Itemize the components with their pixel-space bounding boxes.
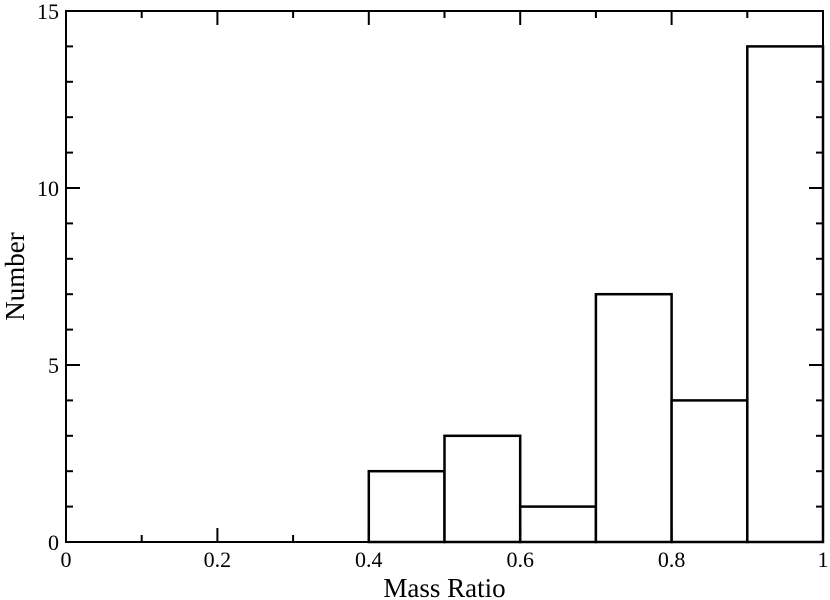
x-tick-label: 0.2 (204, 547, 232, 572)
x-tick-label: 0.4 (355, 547, 383, 572)
histogram-bar-6 (746, 45, 825, 544)
y-axis-title: Number (0, 232, 30, 320)
x-tick-label: 0.8 (658, 547, 686, 572)
histogram-bar-1 (367, 469, 446, 544)
x-tick-label: 1 (818, 547, 829, 572)
y-tick-label: 0 (48, 530, 59, 555)
histogram-bar-3 (518, 505, 598, 544)
histogram-bar-2 (443, 434, 522, 544)
y-tick-label: 15 (37, 0, 59, 24)
y-tick-label: 5 (48, 353, 59, 378)
x-axis-title: Mass Ratio (383, 573, 505, 600)
x-tick-label: 0.6 (506, 547, 534, 572)
plot-frame (65, 10, 824, 543)
y-tick-label: 10 (37, 176, 59, 201)
bars-group (367, 45, 825, 544)
histogram-bar-4 (594, 292, 673, 544)
histogram-bar-5 (670, 399, 749, 544)
x-tick-label: 0 (61, 547, 72, 572)
